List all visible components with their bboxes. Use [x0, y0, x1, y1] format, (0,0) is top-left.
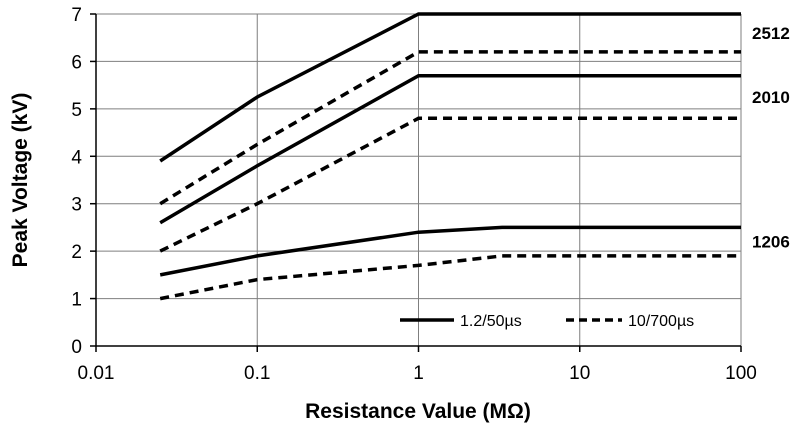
series-line-2010-solid [159, 73, 741, 225]
legend-label-dashed: 10/700µs [628, 313, 694, 330]
series-group-label-1206: 1206 [752, 233, 790, 252]
y-tick-label: 5 [71, 100, 82, 121]
series-line-2512-solid [159, 12, 741, 163]
y-tick-label: 4 [71, 147, 82, 168]
tick-labels: 0 1 2 3 4 5 6 7 0.01 0.1 1 10 100 [71, 5, 756, 384]
series-line-1206-solid [159, 225, 741, 277]
x-axis-title: Resistance Value (MΩ) [305, 400, 531, 423]
x-tick-label: 0.01 [78, 363, 115, 384]
series-labels: 2512 2010 1206 [752, 24, 790, 252]
x-tick-label: 0.1 [244, 363, 270, 384]
x-tick-label: 10 [569, 363, 590, 384]
series-group-label-2512: 2512 [752, 24, 790, 43]
series-line-2010-dashed [159, 116, 741, 253]
y-tick-label: 2 [71, 242, 82, 263]
y-tick-label: 6 [71, 52, 82, 73]
series-group-label-2010: 2010 [752, 88, 790, 107]
legend: 1.2/50µs 10/700µs [400, 313, 694, 330]
axes [90, 13, 742, 352]
y-tick-label: 7 [71, 5, 82, 26]
y-tick-label: 1 [71, 290, 82, 311]
series-lines [159, 12, 741, 301]
series-line-1206-dashed [159, 254, 741, 301]
y-tick-label: 3 [71, 195, 82, 216]
x-tick-label: 1 [413, 363, 424, 384]
y-tick-label: 0 [71, 337, 82, 358]
x-tick-label: 100 [725, 363, 757, 384]
y-axis-title: Peak Voltage (kV) [9, 93, 32, 268]
legend-label-solid: 1.2/50µs [460, 313, 522, 330]
